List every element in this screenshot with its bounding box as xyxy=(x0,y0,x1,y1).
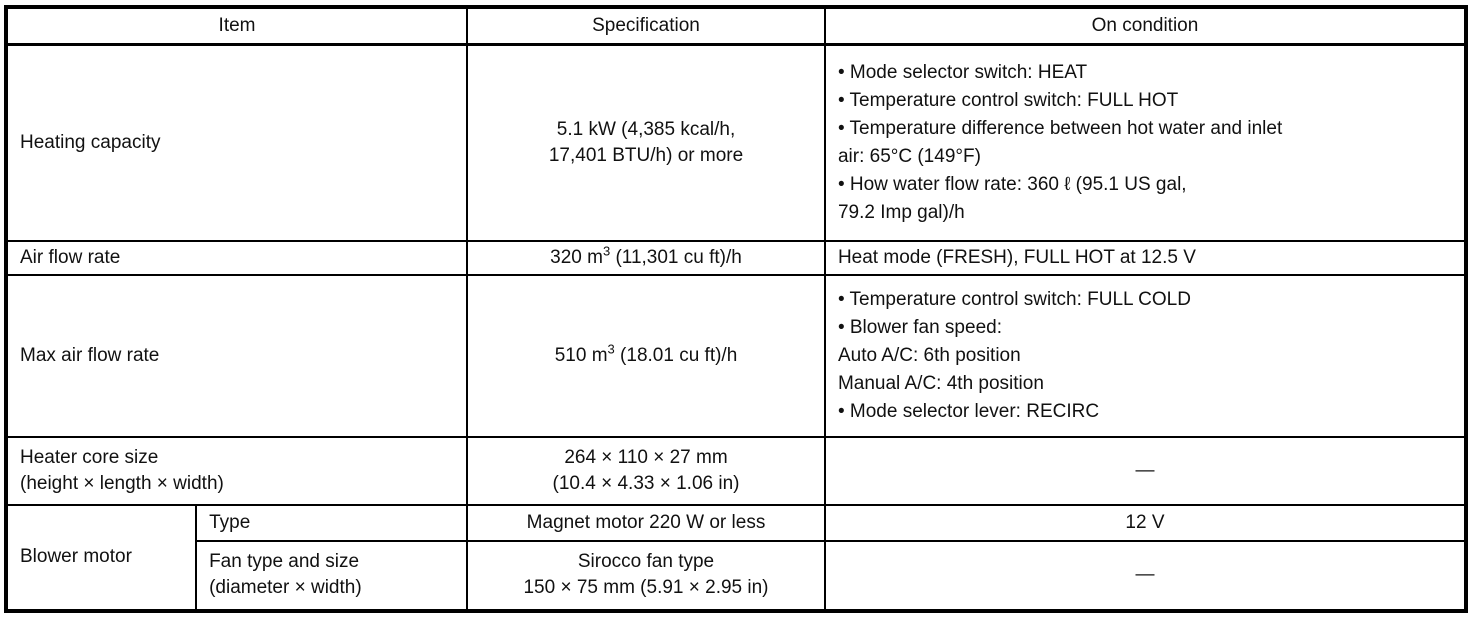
condition-max-air-flow-rate: • Temperature control switch: FULL COLD … xyxy=(823,273,1468,438)
condition-air-flow-rate: Heat mode (FRESH), FULL HOT at 12.5 V xyxy=(823,239,1468,276)
spec-blower-motor-type: Magnet motor 220 W or less xyxy=(466,503,826,542)
item-label: Air flow rate xyxy=(20,246,121,268)
item-label: Heating capacity xyxy=(20,131,161,153)
condition-line: • Blower fan speed: xyxy=(837,316,1002,338)
superscript-3: 3 xyxy=(607,341,615,357)
condition-line: • Mode selector lever: RECIRC xyxy=(837,400,1100,422)
item-heater-core-size: Heater core size (height × length × widt… xyxy=(4,435,469,506)
spec-blower-motor-fan: Sirocco fan type 150 × 75 mm (5.91 × 2.9… xyxy=(466,539,826,612)
spec-line: Sirocco fan type xyxy=(577,551,715,572)
spec-line: 150 × 75 mm (5.91 × 2.95 in) xyxy=(523,577,769,598)
condition-text: — xyxy=(1135,564,1155,585)
spec-heating-capacity: 5.1 kW (4,385 kcal/h, 17,401 BTU/h) or m… xyxy=(466,43,826,242)
item-label: (diameter × width) xyxy=(209,577,362,598)
condition-line: • Temperature control switch: FULL HOT xyxy=(837,89,1179,111)
spec-line: (10.4 × 4.33 × 1.06 in) xyxy=(552,472,740,494)
header-row: Item Specification On condition xyxy=(4,6,1468,46)
spec-value: (18.01 cu ft)/h xyxy=(614,344,738,366)
item-blower-motor: Blower motor xyxy=(4,503,198,612)
spec-value: 510 m xyxy=(554,344,608,366)
condition-line: air: 65°C (149°F) xyxy=(837,145,981,167)
condition-line: Auto A/C: 6th position xyxy=(837,344,1021,366)
condition-text: Heat mode (FRESH), FULL HOT at 12.5 V xyxy=(837,246,1196,268)
spec-line: 17,401 BTU/h) or more xyxy=(548,144,744,166)
condition-heater-core-size: — xyxy=(823,435,1468,506)
condition-blower-motor-type: 12 V xyxy=(823,503,1468,542)
row-blower-motor-fan: Fan type and size (diameter × width) Sir… xyxy=(6,539,1468,612)
item-blower-motor-type: Type xyxy=(195,503,469,542)
item-blower-motor-fan: Fan type and size (diameter × width) xyxy=(195,539,469,612)
item-max-air-flow-rate: Max air flow rate xyxy=(4,273,469,438)
item-label: (height × length × width) xyxy=(20,472,224,494)
condition-line: • Mode selector switch: HEAT xyxy=(837,61,1088,83)
spec-line: 264 × 110 × 27 mm xyxy=(564,446,728,468)
item-label: Blower motor xyxy=(20,546,132,567)
condition-line: 79.2 Imp gal)/h xyxy=(837,201,965,223)
condition-line: • Temperature difference between hot wat… xyxy=(837,117,1283,139)
condition-line: • How water flow rate: 360 ℓ (95.1 US ga… xyxy=(837,173,1187,195)
item-label: Type xyxy=(209,511,251,533)
item-air-flow-rate: Air flow rate xyxy=(4,239,469,276)
row-max-air-flow-rate: Max air flow rate 510 m3 (18.01 cu ft)/h… xyxy=(4,273,1468,438)
spec-value: (11,301 cu ft)/h xyxy=(610,246,742,268)
condition-blower-motor-fan: — xyxy=(823,539,1468,612)
condition-line: • Temperature control switch: FULL COLD xyxy=(837,288,1191,310)
item-heating-capacity: Heating capacity xyxy=(4,43,469,242)
row-blower-motor-type: Blower motor Type Magnet motor 220 W or … xyxy=(4,503,1468,612)
spec-value: 320 m xyxy=(550,246,603,268)
row-heating-capacity: Heating capacity 5.1 kW (4,385 kcal/h, 1… xyxy=(4,43,1468,242)
condition-text: — xyxy=(1135,459,1155,481)
superscript-3: 3 xyxy=(602,243,611,259)
item-label: Fan type and size xyxy=(209,551,360,572)
spec-max-air-flow-rate: 510 m3 (18.01 cu ft)/h xyxy=(466,273,826,438)
row-heater-core-size: Heater core size (height × length × widt… xyxy=(4,435,1468,506)
condition-text: 12 V xyxy=(1125,511,1165,533)
spec-line: 5.1 kW (4,385 kcal/h, xyxy=(556,118,736,140)
spec-value: Magnet motor 220 W or less xyxy=(526,511,766,533)
header-item: Item xyxy=(4,6,469,46)
spec-heater-core-size: 264 × 110 × 27 mm (10.4 × 4.33 × 1.06 in… xyxy=(466,435,826,506)
condition-line: Manual A/C: 4th position xyxy=(837,372,1044,394)
header-specification: Specification xyxy=(466,6,826,46)
header-on-condition: On condition xyxy=(823,6,1468,46)
row-air-flow-rate: Air flow rate 320 m3 (11,301 cu ft)/h He… xyxy=(4,239,1468,276)
item-label: Heater core size xyxy=(20,446,159,468)
spec-air-flow-rate: 320 m3 (11,301 cu ft)/h xyxy=(466,239,826,276)
specification-table: Item Specification On condition Heating … xyxy=(4,5,1468,613)
item-label: Max air flow rate xyxy=(20,344,160,366)
condition-heating-capacity: • Mode selector switch: HEAT • Temperatu… xyxy=(823,43,1468,242)
